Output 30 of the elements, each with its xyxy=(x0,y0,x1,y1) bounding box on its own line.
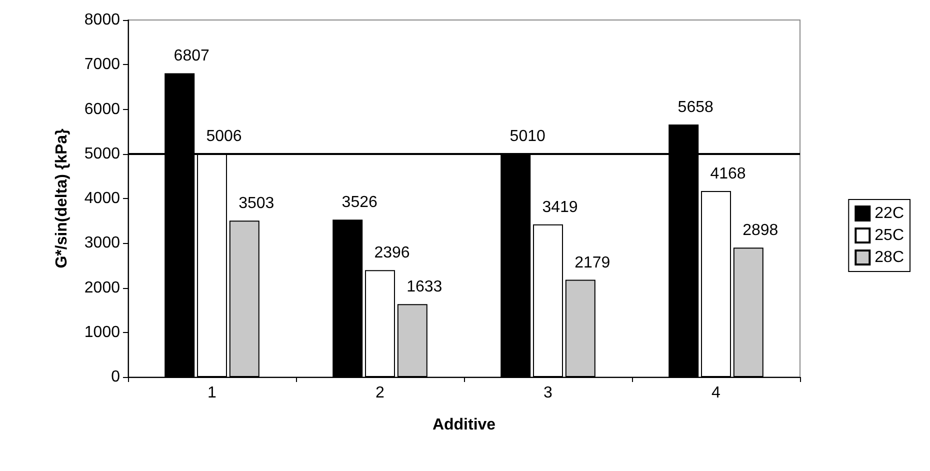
legend-label: 28C xyxy=(874,249,904,266)
data-label: 3526 xyxy=(342,194,378,212)
data-label: 3419 xyxy=(542,198,578,216)
data-label: 4168 xyxy=(710,166,746,183)
data-label: 5010 xyxy=(510,128,546,145)
data-label: 2898 xyxy=(742,222,778,240)
data-label: 5006 xyxy=(206,128,242,146)
legend-label: 25C xyxy=(874,227,904,244)
y-tick-label: 7000 xyxy=(84,56,120,74)
data-label: 6807 xyxy=(174,48,210,65)
x-tick-label: 4 xyxy=(712,384,721,402)
x-tick-label: 2 xyxy=(376,384,385,402)
data-label: 2179 xyxy=(574,254,610,272)
y-tick-label: 3000 xyxy=(84,234,120,252)
y-tick-label: 2000 xyxy=(84,279,120,296)
y-tick-label: 5000 xyxy=(84,145,120,162)
x-tick-label: 1 xyxy=(208,384,217,402)
y-tick-label: 0 xyxy=(111,368,120,386)
y-axis-title: G*/sin(delta) {kPa} xyxy=(54,128,70,268)
data-label: 3503 xyxy=(238,195,274,212)
x-axis-title: Additive xyxy=(432,416,496,434)
data-label: 5658 xyxy=(678,99,714,116)
y-tick-label: 6000 xyxy=(84,100,120,118)
y-tick-label: 4000 xyxy=(84,190,120,207)
y-tick-label: 8000 xyxy=(84,12,120,28)
data-label: 1633 xyxy=(406,278,442,296)
data-label: 2396 xyxy=(374,244,410,262)
y-tick-label: 1000 xyxy=(84,324,120,341)
x-tick-label: 3 xyxy=(544,384,553,402)
legend-label: 22C xyxy=(874,205,904,222)
